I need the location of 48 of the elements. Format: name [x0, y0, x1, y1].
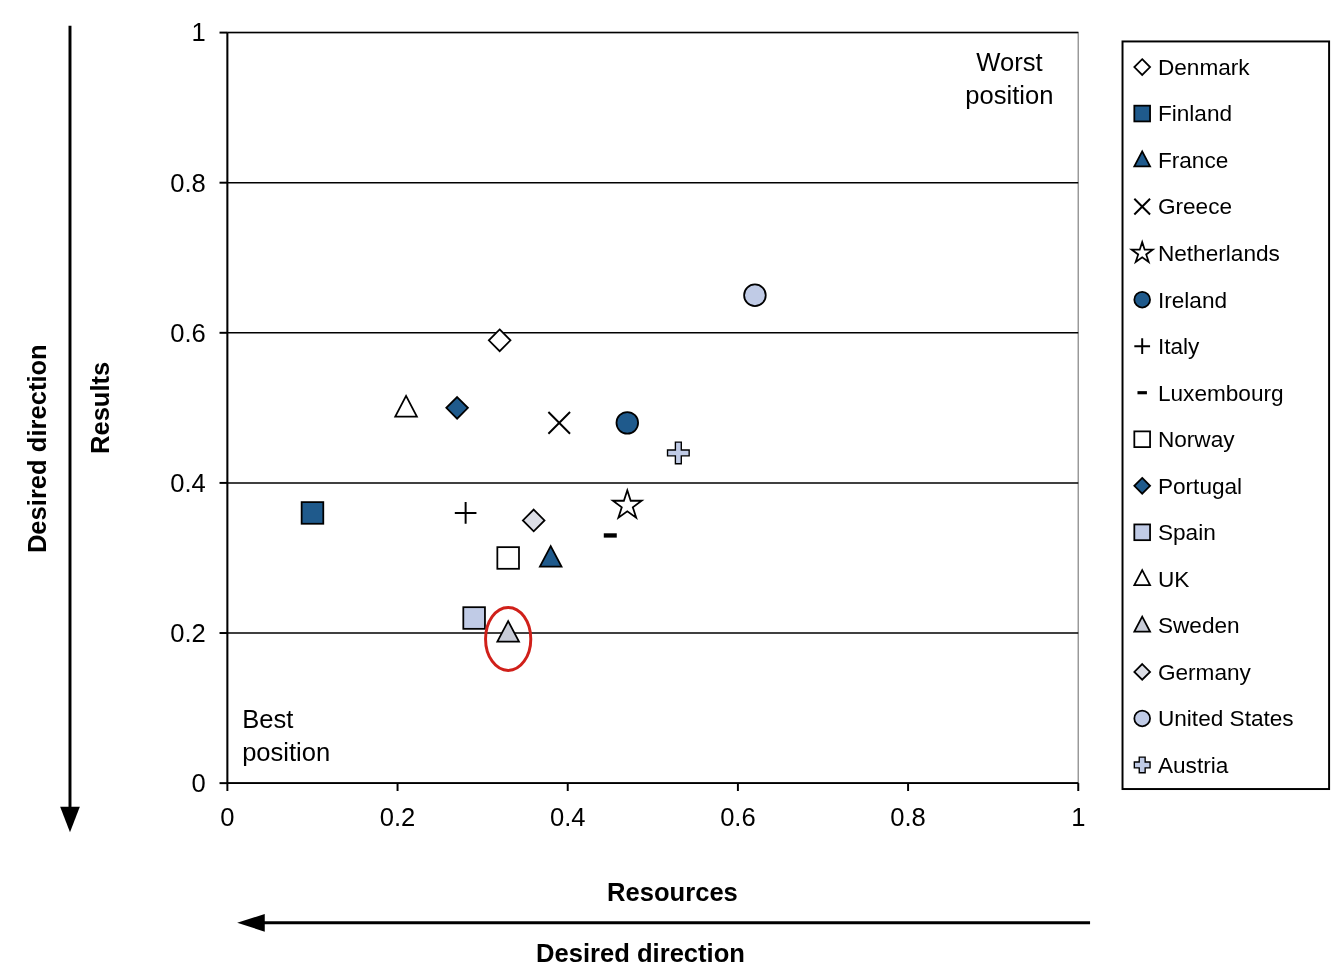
point: [487, 328, 512, 353]
x-tick-label: 0: [220, 803, 235, 832]
legend-label: Finland: [1157, 101, 1233, 127]
legend-label: France: [1157, 147, 1229, 173]
x-tick-label: 0.8: [890, 803, 926, 832]
point: [462, 606, 486, 630]
legend-label: Italy: [1157, 334, 1201, 360]
x-tick-label: 0.2: [379, 803, 416, 832]
legend-label: Portugal: [1157, 473, 1243, 499]
text: Desired direction: [23, 344, 52, 554]
point: [300, 501, 325, 525]
point: [445, 396, 469, 420]
point: [496, 546, 520, 570]
point: [666, 441, 690, 465]
point: [521, 508, 546, 533]
legend-label: Norway: [1157, 427, 1236, 453]
point: [539, 545, 563, 568]
point: [394, 395, 418, 418]
text: Desired direction: [536, 939, 745, 968]
y-tick-label: 0: [191, 768, 206, 797]
y-tick-label: 0.8: [170, 168, 206, 197]
x-tick-label: 0.4: [549, 803, 586, 832]
y-tick-label: 0.2: [170, 618, 206, 647]
y-tick-label: 1: [191, 18, 206, 47]
y-tick-label: 0.4: [170, 468, 206, 497]
y-tick-label: 0.6: [170, 318, 206, 347]
annotation: Worst position: [965, 47, 1054, 110]
legend-label: Luxembourg: [1157, 380, 1284, 406]
point: [547, 411, 572, 435]
x-tick-label: 0.6: [720, 803, 756, 832]
legend-label: Denmark: [1157, 54, 1251, 80]
legend-label: Ireland: [1157, 287, 1228, 313]
legend-label: Sweden: [1157, 613, 1240, 639]
legend-label: Austria: [1157, 752, 1229, 778]
x-tick-label: 1: [1071, 803, 1086, 832]
legend-label: Germany: [1157, 659, 1252, 685]
point: [743, 283, 767, 307]
legend-label: Greece: [1157, 194, 1233, 220]
legend-label: Spain: [1157, 520, 1216, 546]
legend-label: Netherlands: [1157, 241, 1280, 266]
point: [615, 411, 639, 435]
annotation: Best position: [242, 705, 331, 767]
legend-label: United States: [1157, 706, 1294, 732]
y-axis-title: Results: [86, 361, 115, 455]
legend-label: UK: [1157, 566, 1190, 592]
point: [454, 502, 477, 524]
x-axis-title: Resources: [607, 878, 738, 907]
point: [612, 489, 643, 519]
